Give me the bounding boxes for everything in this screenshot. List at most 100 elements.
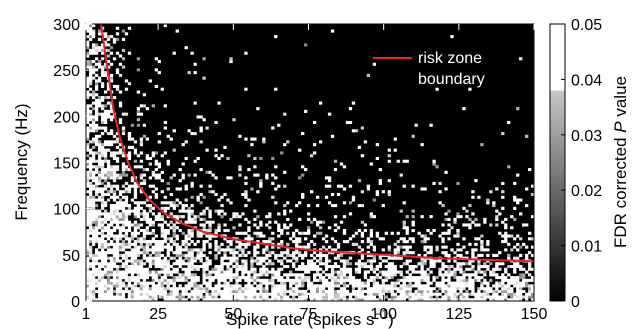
heatmap-cell: [468, 284, 472, 288]
heatmap-cell: [277, 270, 281, 274]
heatmap-cell: [178, 215, 182, 219]
heatmap-cell: [187, 237, 191, 241]
heatmap-cell: [145, 276, 150, 280]
heatmap-cell: [112, 198, 117, 202]
heatmap-cell: [265, 281, 269, 285]
heatmap-cell: [100, 223, 105, 227]
heatmap-cell: [375, 287, 379, 291]
heatmap-cell: [262, 292, 266, 296]
heatmap-cell: [88, 245, 93, 249]
heatmap-cell: [420, 234, 424, 238]
heatmap-cell: [88, 217, 93, 221]
heatmap-cell: [91, 259, 96, 263]
heatmap-cell: [160, 259, 164, 263]
heatmap-cell: [510, 298, 514, 302]
heatmap-cell: [339, 281, 344, 285]
heatmap-cell: [396, 251, 400, 255]
heatmap-cell: [513, 264, 517, 269]
heatmap-cell: [97, 187, 102, 191]
heatmap-cell: [304, 109, 308, 113]
heatmap-cell: [372, 245, 377, 249]
heatmap-cell: [94, 251, 99, 255]
heatmap-cell: [139, 181, 144, 185]
heatmap-cell: [94, 184, 99, 188]
heatmap-cell: [127, 209, 132, 213]
heatmap-cell: [118, 284, 123, 288]
heatmap-cell: [435, 292, 439, 296]
heatmap-cell: [411, 223, 415, 227]
heatmap-cell: [241, 212, 245, 216]
heatmap-cell: [441, 262, 445, 266]
heatmap-cell: [259, 284, 263, 288]
heatmap-cell: [109, 240, 114, 244]
heatmap-cell: [438, 284, 442, 288]
heatmap-cell: [318, 298, 323, 302]
heatmap-cell: [139, 270, 144, 274]
heatmap-cell: [157, 165, 161, 169]
heatmap-cell: [97, 278, 102, 282]
heatmap-cell: [118, 204, 123, 208]
heatmap-cell: [280, 231, 284, 235]
heatmap-cell: [369, 240, 374, 244]
heatmap-cell: [97, 276, 102, 280]
heatmap-cell: [414, 298, 418, 302]
heatmap-cell: [423, 259, 427, 263]
heatmap-cell: [229, 278, 233, 282]
heatmap-cell: [112, 168, 117, 172]
heatmap-cell: [321, 289, 326, 293]
heatmap-cell: [342, 215, 347, 219]
heatmap-cell: [304, 264, 308, 269]
heatmap-cell: [112, 251, 117, 255]
heatmap-cell: [205, 284, 209, 288]
heatmap-cell: [148, 184, 153, 188]
heatmap-cell: [106, 84, 111, 89]
heatmap-cell: [193, 281, 197, 285]
heatmap-cell: [468, 226, 472, 230]
heatmap-cell: [136, 270, 141, 274]
heatmap-cell: [525, 256, 529, 260]
heatmap-cell: [477, 223, 481, 227]
heatmap-cell: [217, 245, 221, 249]
heatmap-cell: [178, 248, 182, 252]
heatmap-cell: [384, 231, 388, 235]
heatmap-cell: [145, 292, 150, 296]
y-tick-label: 0: [71, 294, 80, 311]
heatmap-cell: [411, 251, 415, 255]
heatmap-cell: [429, 295, 433, 299]
heatmap-cell: [97, 65, 102, 69]
heatmap-cell: [193, 298, 197, 302]
heatmap-cell: [160, 223, 164, 227]
heatmap-cell: [106, 173, 111, 177]
heatmap-cell: [519, 264, 523, 269]
heatmap-cell: [378, 181, 382, 185]
heatmap-cell: [100, 118, 105, 122]
heatmap-cell: [175, 289, 179, 293]
heatmap-cell: [286, 248, 290, 252]
heatmap-cell: [435, 245, 439, 249]
heatmap-cell: [106, 298, 111, 302]
heatmap-cell: [295, 289, 299, 293]
heatmap-cell: [531, 287, 535, 291]
heatmap-cell: [103, 154, 108, 158]
heatmap-cell: [154, 234, 158, 238]
heatmap-cell: [274, 270, 278, 274]
heatmap-cell: [115, 168, 120, 172]
heatmap-cell: [112, 206, 117, 210]
heatmap-cell: [465, 273, 469, 277]
heatmap-cell: [268, 220, 272, 224]
heatmap-cell: [528, 273, 532, 277]
heatmap-cell: [97, 237, 102, 241]
heatmap-cell: [88, 228, 93, 233]
heatmap-cell: [148, 248, 153, 252]
heatmap-cell: [357, 245, 362, 249]
heatmap-cell: [103, 159, 108, 163]
heatmap-cell: [330, 287, 335, 291]
heatmap-cell: [169, 220, 173, 224]
heatmap-cell: [247, 298, 251, 302]
heatmap-cell: [366, 292, 371, 296]
heatmap-cell: [408, 284, 412, 288]
heatmap-cell: [199, 253, 203, 257]
heatmap-cell: [453, 289, 457, 293]
heatmap-cell: [88, 192, 93, 197]
heatmap-cell: [238, 292, 242, 296]
